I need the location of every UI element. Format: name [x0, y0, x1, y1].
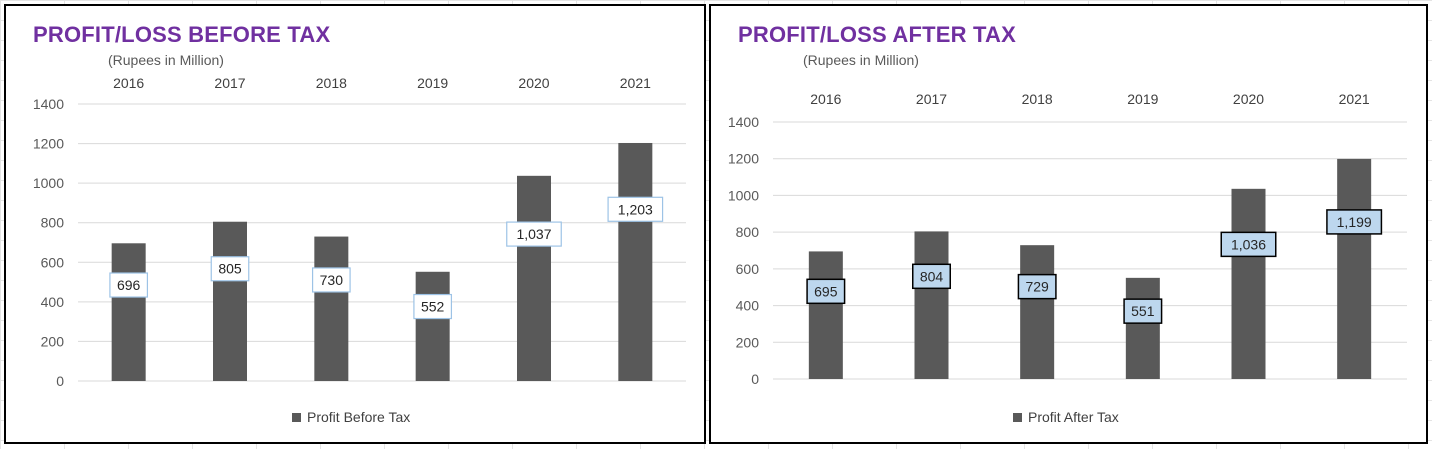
data-label-box: [413, 293, 453, 320]
data-label: 805: [218, 261, 242, 277]
bar[interactable]: [1231, 188, 1266, 379]
x-tick-label: 2016: [810, 91, 841, 107]
data-label: 1,203: [618, 201, 653, 217]
data-label: 551: [1131, 303, 1155, 319]
data-label-box: [1326, 209, 1383, 235]
data-label-box: [912, 263, 951, 290]
x-tick-label: 2018: [1022, 91, 1053, 107]
x-tick-label: 2020: [1233, 91, 1264, 107]
data-label-box: [506, 221, 562, 247]
y-tick-label: 600: [41, 254, 65, 270]
x-tick-label: 2019: [1127, 91, 1158, 107]
legend-swatch: [292, 412, 301, 422]
legend[interactable]: Profit Before Tax: [292, 409, 410, 425]
y-tick-label: 400: [41, 294, 65, 310]
bar[interactable]: [1125, 277, 1160, 379]
y-tick-label: 600: [736, 261, 760, 277]
data-label: 696: [117, 277, 141, 293]
x-tick-label: 2018: [316, 75, 347, 91]
data-label-box: [210, 256, 250, 282]
legend-label: Profit After Tax: [1028, 409, 1119, 425]
data-label-box: [109, 272, 149, 298]
x-tick-label: 2021: [1339, 91, 1370, 107]
x-tick-label: 2017: [916, 91, 947, 107]
legend[interactable]: Profit After Tax: [1013, 409, 1119, 425]
data-label: 804: [920, 268, 944, 284]
chart-before-tax[interactable]: PROFIT/LOSS BEFORE TAX (Rupees in Millio…: [4, 4, 706, 444]
data-label: 730: [320, 272, 344, 288]
bar[interactable]: [914, 231, 949, 379]
chart-subtitle: (Rupees in Million): [803, 52, 919, 68]
data-label: 729: [1025, 279, 1049, 295]
y-tick-label: 800: [736, 224, 760, 240]
data-label-box: [1123, 298, 1163, 324]
y-tick-label: 1000: [728, 187, 759, 203]
data-label: 695: [814, 283, 838, 299]
bar[interactable]: [415, 271, 450, 381]
y-tick-label: 1200: [728, 151, 759, 167]
y-tick-label: 0: [56, 373, 64, 389]
y-tick-label: 1400: [728, 114, 759, 130]
x-tick-label: 2021: [620, 75, 651, 91]
data-label-box: [1017, 273, 1057, 300]
x-tick-label: 2020: [518, 75, 549, 91]
chart-subtitle: (Rupees in Million): [108, 52, 224, 68]
data-label: 1,199: [1337, 214, 1372, 230]
y-tick-label: 1200: [33, 136, 64, 152]
data-label-box: [806, 278, 846, 305]
bar[interactable]: [618, 142, 653, 381]
data-label: 552: [421, 299, 445, 315]
data-label: 1,036: [1231, 236, 1266, 252]
y-tick-label: 1000: [33, 175, 64, 191]
plot-area: 0 200 400 600 800 1000 1200 1400 2016 2017 2018 201…: [33, 75, 686, 389]
data-label-box: [607, 196, 664, 222]
y-tick-label: 1400: [33, 96, 64, 112]
y-tick-label: 200: [736, 334, 760, 350]
x-tick-label: 2019: [417, 75, 448, 91]
bar[interactable]: [111, 243, 146, 381]
legend-label: Profit Before Tax: [307, 409, 411, 425]
x-tick-label: 2016: [113, 75, 144, 91]
bar[interactable]: [213, 221, 247, 381]
legend-swatch: [1013, 412, 1022, 422]
data-label-box: [1220, 231, 1277, 258]
data-label: 1,037: [516, 226, 551, 242]
bar[interactable]: [1337, 158, 1372, 379]
data-label-box: [311, 267, 351, 293]
bar[interactable]: [517, 175, 551, 381]
chart-title: PROFIT/LOSS BEFORE TAX: [33, 22, 331, 47]
y-tick-label: 400: [736, 298, 760, 314]
x-tick-label: 2017: [214, 75, 245, 91]
chart-title: PROFIT/LOSS AFTER TAX: [738, 22, 1016, 47]
chart-after-tax[interactable]: PROFIT/LOSS AFTER TAX (Rupees in Million…: [709, 4, 1428, 444]
bar[interactable]: [314, 236, 349, 381]
y-tick-label: 0: [751, 371, 759, 387]
y-tick-label: 800: [41, 215, 65, 231]
bar[interactable]: [1020, 245, 1055, 379]
bar[interactable]: [808, 251, 843, 379]
plot-area: 0 200 400 600 800 1000 1200 1400 2016 2017 2018 201…: [728, 91, 1407, 387]
y-tick-label: 200: [41, 333, 65, 349]
